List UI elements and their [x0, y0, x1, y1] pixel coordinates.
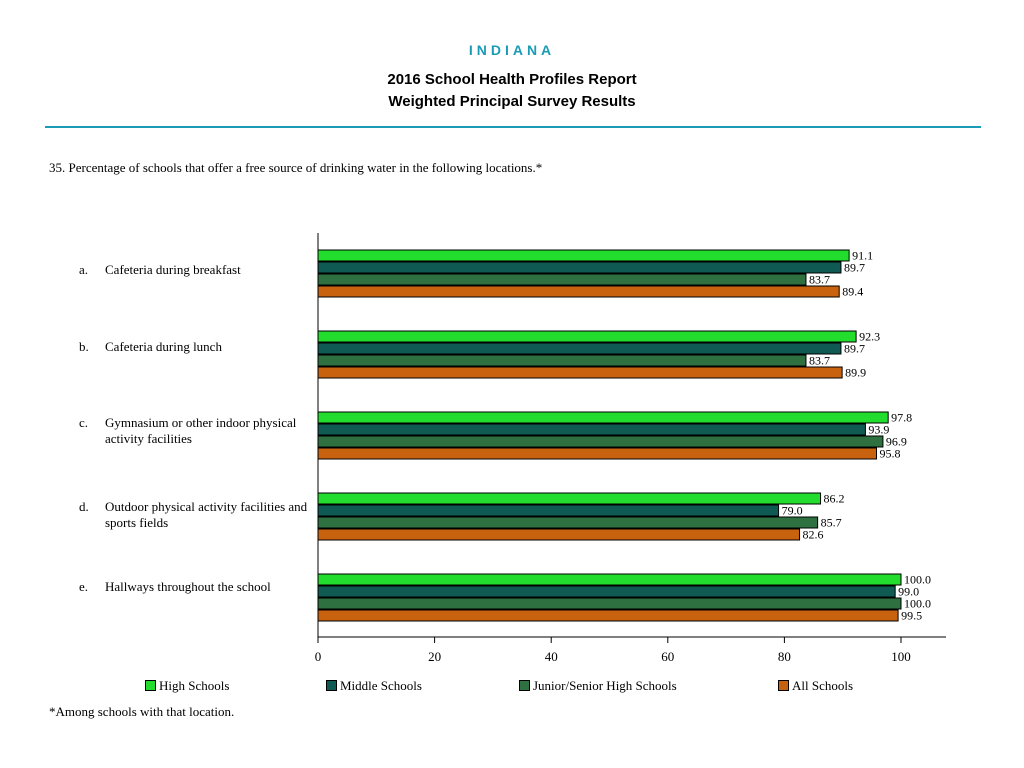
bar: [317, 261, 842, 274]
category-letter: d.: [79, 499, 89, 514]
value-label-background: [801, 529, 832, 540]
bar: [317, 330, 857, 343]
legend-label: Middle Schools: [340, 678, 422, 693]
value-label-background: [841, 286, 872, 297]
x-tick-label: 40: [545, 649, 558, 664]
value-label-background: [858, 331, 889, 342]
question-text: 35. Percentage of schools that offer a f…: [49, 160, 543, 175]
category-text: Gymnasium or other indoor physical activ…: [105, 415, 297, 446]
value-label: 89.9: [845, 366, 866, 380]
value-label: 92.3: [859, 330, 880, 344]
bar: [317, 411, 889, 424]
value-label-background: [890, 412, 921, 423]
legend-swatch: [326, 680, 337, 691]
report-title: 2016 School Health Profiles Report: [387, 71, 637, 88]
bar: [317, 435, 884, 448]
value-label: 83.7: [809, 354, 830, 368]
bar: [317, 273, 807, 286]
category-letter: b.: [79, 339, 89, 354]
value-label: 85.7: [821, 516, 842, 530]
legend-swatch: [145, 680, 156, 691]
category-text: Cafeteria during lunch: [105, 339, 222, 354]
category-letter: a.: [79, 262, 89, 277]
bar: [317, 609, 899, 622]
bar: [317, 573, 902, 586]
category-text: Hallways throughout the school: [105, 579, 271, 594]
value-label-background: [807, 274, 838, 285]
value-label: 89.4: [842, 285, 863, 299]
value-label-background: [878, 448, 909, 459]
bar: [317, 447, 878, 460]
bar: [317, 516, 819, 529]
value-label-background: [842, 343, 873, 354]
category-letter: e.: [79, 579, 89, 594]
value-label: 82.6: [803, 528, 824, 542]
legend-label: All Schools: [792, 678, 854, 693]
bar: [317, 354, 807, 367]
value-label: 100.0: [904, 573, 931, 587]
x-tick-label: 60: [661, 649, 674, 664]
x-tick-label: 80: [778, 649, 791, 664]
footnote: *Among schools with that location.: [49, 704, 235, 719]
value-label: 100.0: [904, 597, 931, 611]
value-label: 95.8: [880, 447, 901, 461]
bar: [317, 249, 850, 262]
bar: [317, 585, 896, 598]
report-subtitle: Weighted Principal Survey Results: [388, 93, 636, 110]
value-label-background: [900, 610, 931, 621]
value-label-background: [842, 262, 873, 273]
legend-swatch: [778, 680, 789, 691]
x-tick-label: 20: [428, 649, 441, 664]
bar: [317, 285, 840, 298]
value-label: 96.9: [886, 435, 907, 449]
bar: [317, 342, 842, 355]
value-label: 93.9: [868, 423, 889, 437]
value-label: 91.1: [852, 249, 873, 263]
header-divider: [45, 126, 981, 128]
legend-label: Junior/Senior High Schools: [533, 678, 677, 693]
value-label: 89.7: [844, 261, 865, 275]
category-text: Outdoor physical activity facilities and…: [105, 499, 308, 530]
legend-label: High Schools: [159, 678, 230, 693]
value-label: 99.5: [901, 609, 922, 623]
bar: [317, 597, 902, 610]
value-label: 86.2: [824, 492, 845, 506]
bar: [317, 504, 780, 517]
x-tick-label: 100: [891, 649, 911, 664]
bar: [317, 366, 843, 379]
category-letter: c.: [79, 415, 89, 430]
value-label-background: [819, 517, 850, 528]
value-label: 79.0: [782, 504, 803, 518]
x-tick-label: 0: [315, 649, 322, 664]
value-label: 97.8: [891, 411, 912, 425]
value-label: 99.0: [898, 585, 919, 599]
value-label-background: [851, 250, 882, 261]
value-label-background: [867, 424, 898, 435]
value-label-background: [822, 493, 853, 504]
bar: [317, 528, 801, 541]
value-label: 89.7: [844, 342, 865, 356]
value-label-background: [780, 505, 811, 516]
value-label-background: [884, 436, 915, 447]
bar: [317, 423, 866, 436]
bar: [317, 492, 822, 505]
value-label-background: [903, 574, 933, 585]
legend-swatch: [519, 680, 530, 691]
state-name: INDIANA: [468, 42, 556, 58]
value-label-background: [897, 586, 928, 597]
value-label-background: [807, 355, 838, 366]
value-label-background: [903, 598, 933, 609]
value-label-background: [844, 367, 875, 378]
value-label: 83.7: [809, 273, 830, 287]
category-text: Cafeteria during breakfast: [105, 262, 241, 277]
